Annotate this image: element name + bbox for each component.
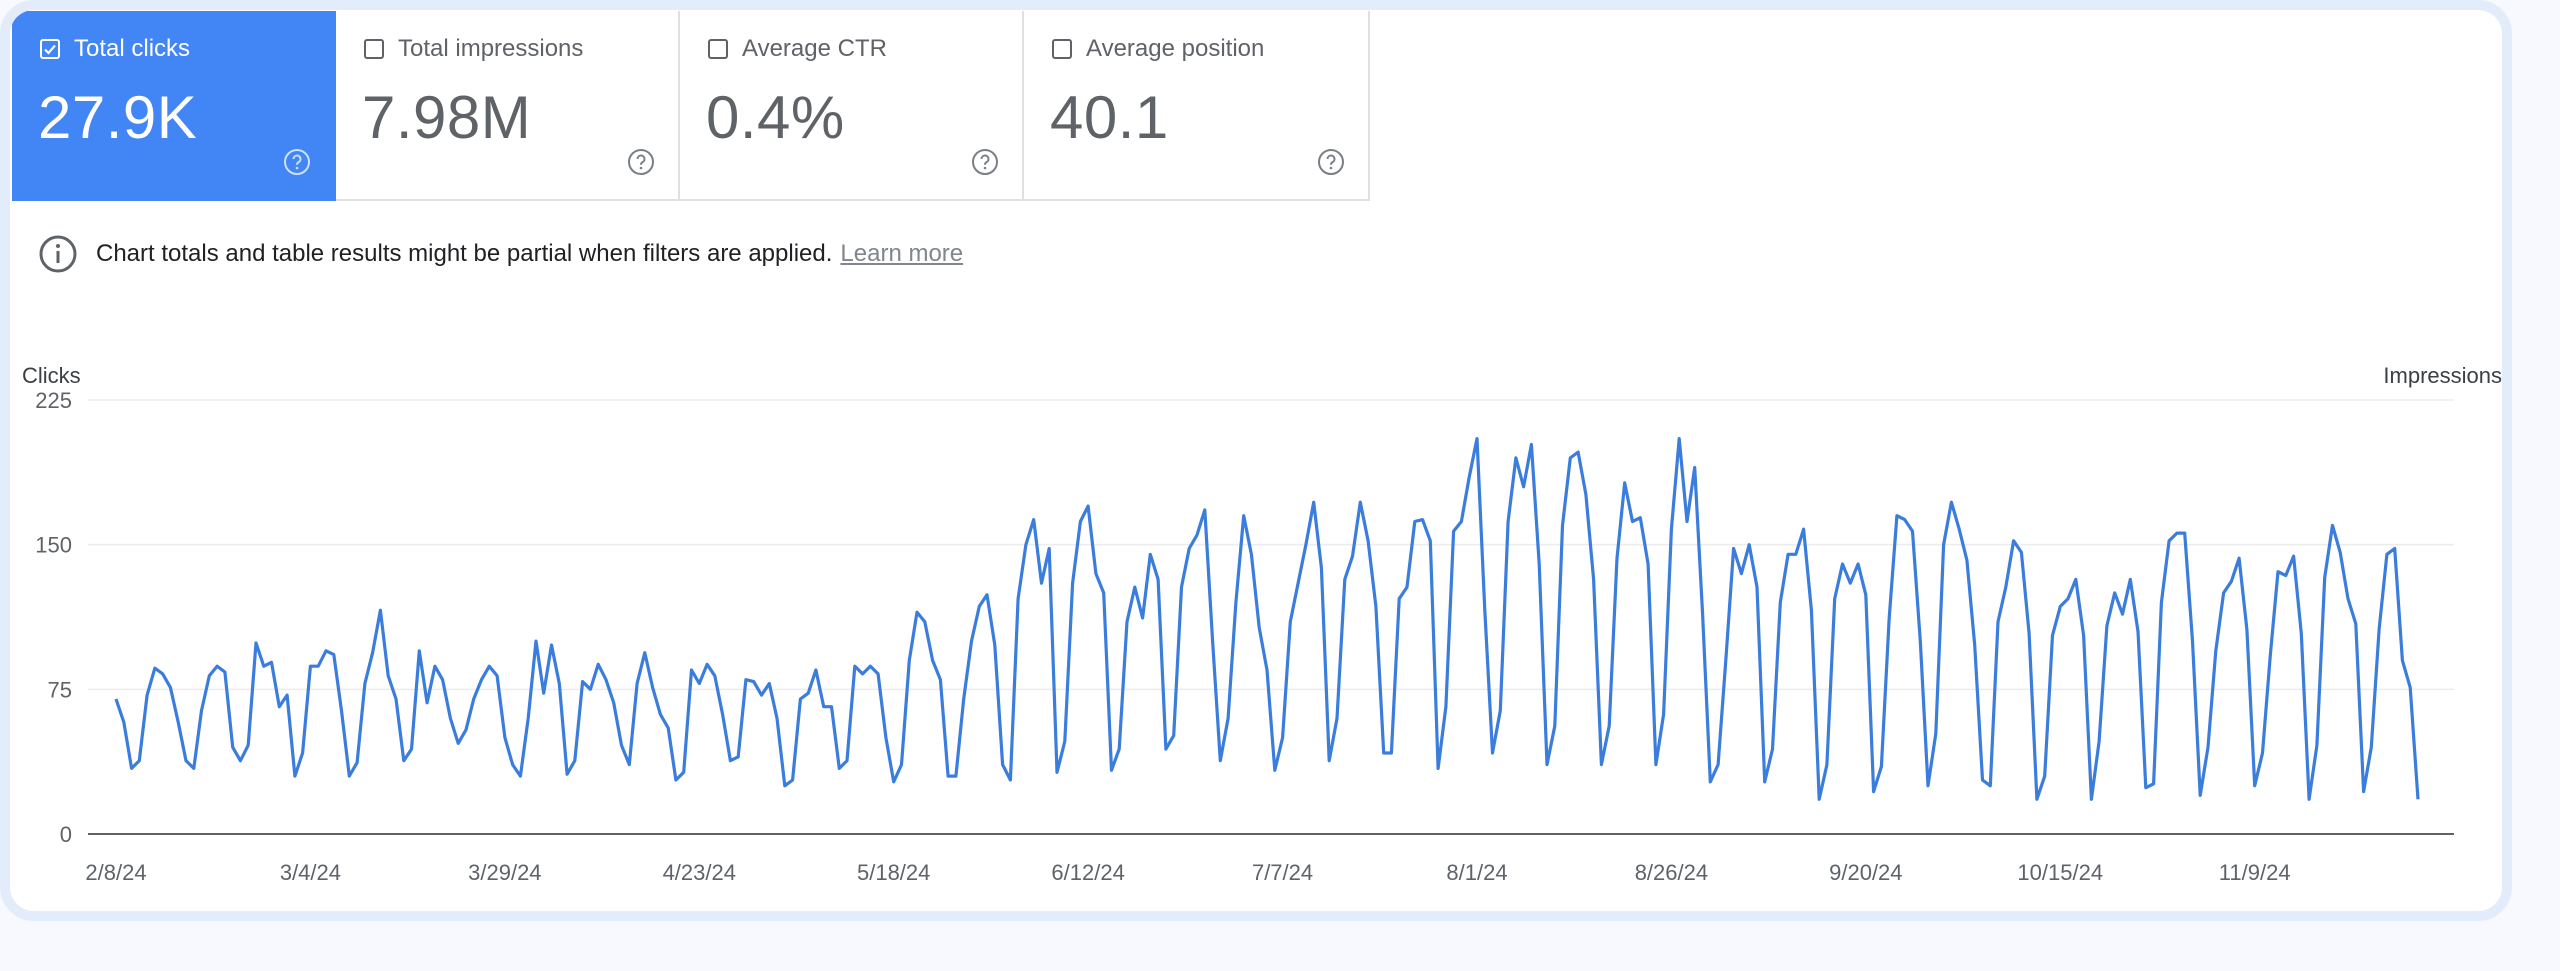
metric-value: 7.98M: [362, 84, 532, 151]
x-tick-label: 9/20/24: [1829, 860, 1902, 885]
checkbox-unchecked-icon[interactable]: [708, 39, 728, 59]
metric-card-average-ctr[interactable]: Average CTR 0.4%: [680, 11, 1024, 201]
x-tick-label: 5/18/24: [857, 860, 930, 885]
metric-card-header: Average CTR: [708, 35, 887, 63]
x-tick-label: 10/15/24: [2017, 860, 2103, 885]
x-tick-label: 3/29/24: [468, 860, 541, 885]
metric-label: Total impressions: [398, 35, 584, 62]
clicks-series-line: [114, 437, 2420, 801]
x-tick-label: 7/7/24: [1252, 860, 1313, 885]
metric-card-header: Average position: [1052, 35, 1264, 63]
y-axis-label-left: Clicks: [22, 363, 81, 388]
metric-value: 27.9K: [38, 84, 198, 151]
y-tick-label: 150: [35, 533, 72, 558]
metric-label: Average position: [1086, 35, 1265, 62]
checkbox-unchecked-icon[interactable]: [1052, 39, 1072, 59]
help-icon[interactable]: [282, 147, 312, 177]
y-tick-label: 225: [35, 388, 72, 413]
metric-value: 0.4%: [706, 84, 845, 151]
learn-more-link[interactable]: Learn more: [840, 240, 964, 267]
metric-card-total-clicks[interactable]: Total clicks 27.9K: [12, 11, 336, 201]
checkbox-checked-icon[interactable]: [40, 39, 60, 59]
notice-text: Chart totals and table results might be …: [96, 240, 833, 267]
info-icon: [39, 235, 77, 273]
help-icon[interactable]: [626, 147, 656, 177]
metric-label: Average CTR: [742, 35, 887, 62]
x-tick-label: 3/4/24: [280, 860, 341, 885]
x-tick-label: 8/26/24: [1635, 860, 1708, 885]
metric-cards: Total clicks 27.9K Total impressions 7.9…: [12, 11, 1370, 201]
performance-panel: Total clicks 27.9K Total impressions 7.9…: [0, 0, 2512, 921]
metric-card-total-impressions[interactable]: Total impressions 7.98M: [336, 11, 680, 201]
checkbox-unchecked-icon[interactable]: [364, 39, 384, 59]
partial-results-notice: Chart totals and table results might be …: [38, 234, 963, 274]
x-tick-label: 11/9/24: [2219, 860, 2291, 885]
y-tick-label: 0: [60, 822, 72, 847]
y-axis-label-right: Impressions: [2383, 363, 2502, 388]
metric-card-header: Total impressions: [364, 35, 583, 63]
metric-value: 40.1: [1050, 84, 1169, 151]
help-icon[interactable]: [1316, 147, 1346, 177]
help-icon[interactable]: [970, 147, 1000, 177]
x-tick-label: 8/1/24: [1446, 860, 1507, 885]
x-tick-label: 2/8/24: [85, 860, 146, 885]
metric-card-header: Total clicks: [40, 35, 190, 63]
metric-card-average-position[interactable]: Average position 40.1: [1024, 11, 1370, 201]
metric-label: Total clicks: [74, 35, 191, 62]
y-tick-label: 75: [48, 677, 72, 702]
x-tick-label: 4/23/24: [663, 860, 736, 885]
x-tick-label: 6/12/24: [1051, 860, 1124, 885]
clicks-line-chart: 0 75 150 225 2/8/24 3/4/24 3/29/24 4/23/24 5/18/…: [35, 388, 2454, 885]
